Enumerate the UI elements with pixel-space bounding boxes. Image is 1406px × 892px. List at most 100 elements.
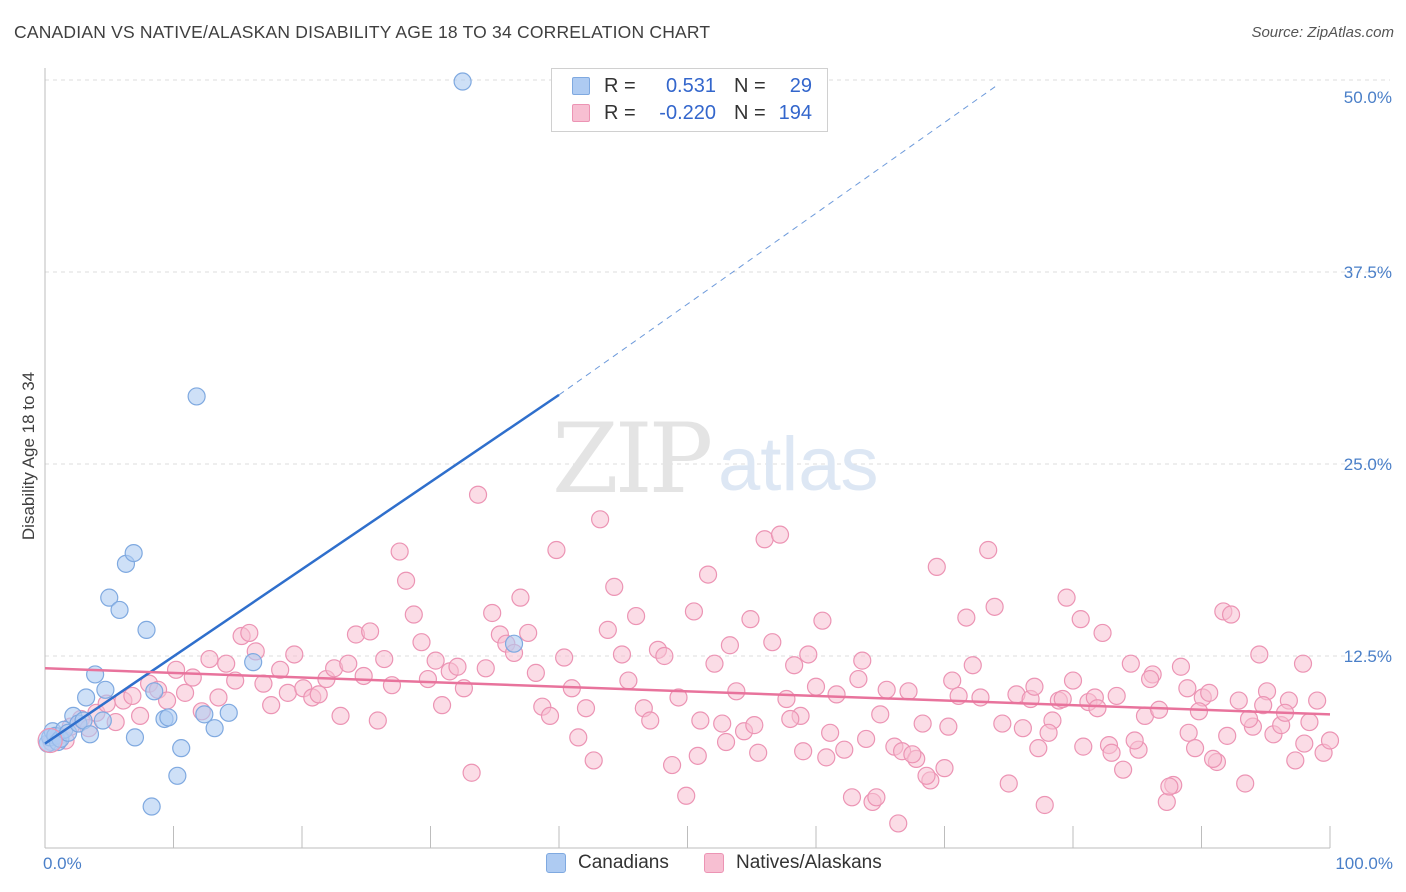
- natives-point-86: [691, 711, 710, 730]
- watermark-zip: ZIP: [552, 403, 711, 515]
- natives-point-181: [1189, 702, 1209, 721]
- natives-point-102: [806, 677, 826, 696]
- natives-point-142: [1093, 623, 1112, 643]
- natives-point-107: [842, 788, 862, 807]
- natives-trend-line: [44, 667, 1331, 716]
- natives-point-30: [285, 645, 304, 664]
- x-tick-labels: 0.0% 100.0%: [43, 854, 1393, 873]
- natives-point-180: [1203, 749, 1223, 769]
- y-tick-label-1: 25.0%: [1344, 455, 1392, 474]
- natives-point-54: [462, 763, 481, 782]
- canadians-point-29: [195, 705, 214, 724]
- canadians-point-33: [453, 72, 472, 91]
- natives-point-151: [1157, 792, 1176, 812]
- natives-point-56: [476, 659, 495, 678]
- natives-point-69: [569, 728, 588, 747]
- natives-point-187: [1088, 699, 1107, 718]
- stats-legend: R = 0.531 N = 29 R = -0.220 N = 194: [551, 68, 828, 132]
- natives-point-62: [519, 623, 538, 643]
- natives-point-71: [584, 751, 603, 770]
- natives-point-150: [1149, 700, 1169, 719]
- chart-title: CANADIAN VS NATIVE/ALASKAN DISABILITY AG…: [14, 22, 711, 42]
- natives-point-170: [1293, 654, 1313, 673]
- legend-r-label: R =: [604, 101, 636, 124]
- natives-point-21: [217, 654, 236, 673]
- canadians-point-22: [142, 797, 161, 816]
- natives-point-201: [745, 716, 764, 735]
- natives-point-182: [1178, 679, 1197, 698]
- natives-point-55: [468, 485, 488, 504]
- natives-point-49: [426, 651, 445, 670]
- natives-point-65: [540, 706, 560, 726]
- natives-point-157: [1200, 683, 1219, 702]
- natives-point-108: [849, 669, 868, 689]
- natives-point-42: [375, 649, 394, 669]
- natives-point-117: [913, 714, 932, 733]
- natives-point-83: [669, 688, 688, 707]
- natives-point-112: [877, 680, 896, 699]
- legend-n-natives: 194: [778, 101, 812, 124]
- y-axis-label: Disability Age 18 to 34: [19, 372, 38, 540]
- natives-point-193: [917, 766, 936, 785]
- canadians-point-27: [172, 739, 191, 758]
- natives-point-26: [254, 674, 273, 693]
- source-credit: Source: ZipAtlas.com: [1251, 24, 1394, 41]
- natives-point-120: [935, 759, 954, 778]
- natives-point-10: [123, 686, 142, 706]
- natives-point-184: [1140, 669, 1160, 689]
- natives-point-133: [1029, 739, 1048, 758]
- natives-point-16: [175, 683, 195, 702]
- legend-row-canadians: R = 0.531 N = 29: [572, 74, 812, 98]
- canadians-trend-line: [44, 393, 560, 745]
- natives-point-37: [339, 654, 358, 673]
- natives-point-109: [857, 729, 876, 749]
- natives-point-67: [555, 648, 574, 667]
- natives-point-190: [1039, 723, 1058, 742]
- natives-point-19: [200, 649, 219, 669]
- canadians-point-20: [125, 728, 145, 747]
- legend-row-natives: R = -0.220 N = 194: [572, 101, 812, 125]
- legend-n-canadians: 29: [789, 74, 812, 97]
- y-tick-label-0: 12.5%: [1344, 647, 1392, 666]
- bottom-legend-swatch-natives: [704, 853, 724, 873]
- natives-point-177: [1254, 696, 1273, 715]
- canadians-point-26: [168, 766, 187, 785]
- natives-point-36: [331, 706, 350, 726]
- natives-point-74: [605, 577, 624, 596]
- natives-point-99: [785, 656, 804, 675]
- natives-point-97: [770, 525, 790, 544]
- natives-point-153: [1171, 657, 1191, 676]
- natives-point-175: [1295, 734, 1314, 753]
- natives-point-115: [899, 682, 918, 701]
- x-tick-label-1: 100.0%: [1335, 854, 1393, 873]
- natives-point-160: [1221, 605, 1241, 624]
- canadians-trend-extension: [558, 85, 997, 396]
- natives-point-93: [741, 610, 760, 629]
- natives-point-46: [404, 605, 423, 624]
- legend-r-label: R =: [604, 74, 636, 97]
- canadians-point-25: [159, 708, 178, 727]
- natives-point-103: [813, 611, 832, 630]
- canadians-point-34: [504, 634, 524, 653]
- natives-point-171: [1300, 712, 1319, 732]
- natives-point-98: [777, 689, 796, 709]
- legend-n-label: N =: [734, 101, 766, 124]
- y-tick-label-2: 37.5%: [1344, 263, 1392, 282]
- natives-point-203: [688, 746, 707, 765]
- natives-point-104: [821, 723, 840, 742]
- natives-point-202: [716, 732, 736, 752]
- natives-point-91: [727, 682, 746, 701]
- natives-point-174: [1320, 731, 1340, 750]
- natives-point-15: [166, 660, 186, 679]
- natives-point-87: [698, 565, 718, 584]
- natives-point-144: [1107, 686, 1126, 706]
- watermark-atlas: atlas: [718, 422, 879, 507]
- legend-r-natives: -0.220: [659, 101, 716, 124]
- natives-point-66: [547, 540, 566, 560]
- natives-point-146: [1121, 654, 1140, 673]
- natives-point-145: [1114, 760, 1133, 779]
- natives-point-125: [971, 688, 990, 707]
- canadians-point-16: [100, 588, 119, 607]
- natives-point-185: [1125, 731, 1144, 750]
- natives-point-29: [278, 683, 297, 702]
